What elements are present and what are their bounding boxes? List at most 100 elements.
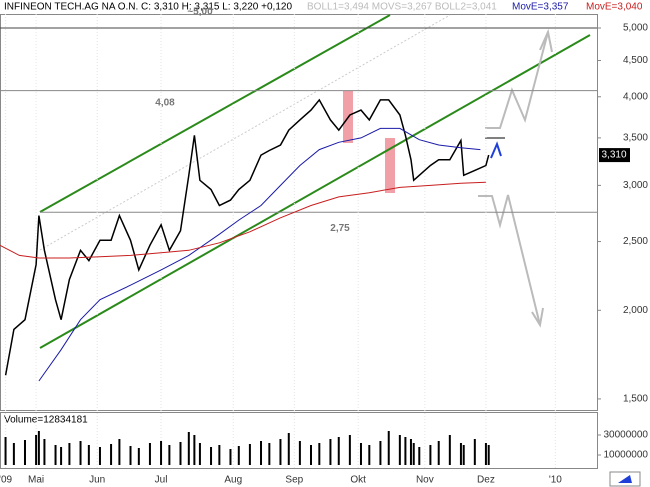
- volume-bar: [187, 432, 190, 465]
- wave-mark: [490, 141, 502, 159]
- volume-bar: [348, 435, 351, 465]
- volume-bar: [118, 439, 121, 465]
- volume-bar: [337, 437, 340, 465]
- volume-bar: [268, 443, 271, 465]
- volume-bar: [487, 445, 490, 465]
- y-tick-label: 30000000: [604, 430, 649, 441]
- volume-bar: [248, 444, 251, 465]
- volume-bar: [60, 447, 63, 465]
- x-tick-label: Jul: [155, 475, 168, 486]
- volume-bar: [404, 437, 407, 465]
- x-tick-label: Jun: [89, 475, 105, 486]
- volume-bar: [37, 431, 40, 465]
- volume-bar: [437, 441, 440, 465]
- volume-bar: [459, 443, 462, 465]
- arrow-head: [531, 307, 544, 328]
- volume-bar: [137, 448, 140, 465]
- x-tick-label: Aug: [224, 475, 242, 486]
- volume-bar: [409, 439, 412, 465]
- volume-bar: [98, 447, 101, 465]
- y-tick-label: 3,500: [623, 133, 648, 144]
- volume-bar: [35, 435, 38, 465]
- volume-bar: [329, 439, 332, 465]
- volume-title: Volume=12834181: [4, 415, 88, 426]
- volume-frame: [0, 412, 598, 469]
- volume-bar: [210, 447, 213, 465]
- x-tick-label: '10: [549, 475, 562, 486]
- x-tick-label: Sep: [285, 475, 303, 486]
- y-tick-label: 4,000: [623, 91, 648, 102]
- volume-bar: [168, 445, 171, 465]
- volume-bar: [298, 441, 301, 465]
- volume-bar: [237, 446, 240, 465]
- indicators: BOLL1=3,494 MOVS=3,267 BOLL2=3,041: [307, 2, 497, 13]
- volume-bar: [4, 437, 7, 465]
- volume-bar: [379, 441, 382, 465]
- chart-title: INFINEON TECH.AG NA O.N. C: 3,310 H: 3,3…: [4, 2, 292, 13]
- level-label: 4,08: [155, 97, 175, 108]
- level-label: ~5,00: [187, 7, 213, 18]
- volume-bar: [218, 445, 221, 465]
- volume-bar: [279, 439, 282, 465]
- volume-bar: [398, 435, 401, 465]
- last-price-box: [599, 148, 630, 163]
- volume-bar: [429, 445, 432, 465]
- channel-lower: [39, 34, 591, 349]
- x-tick-label: '09: [0, 475, 13, 486]
- volume-bar: [229, 449, 232, 465]
- legend-entry: MovE=3,357: [512, 2, 569, 13]
- volume-bar: [68, 443, 71, 465]
- volume-bar: [287, 433, 290, 465]
- volume-bar: [160, 441, 163, 465]
- volume-bar: [23, 440, 26, 465]
- y-tick-label: 5,000: [623, 23, 648, 34]
- level-label: 2,75: [330, 223, 350, 234]
- volume-bar: [129, 446, 132, 465]
- series-line: [38, 127, 481, 382]
- volume-bar: [418, 447, 421, 465]
- volume-bar: [462, 445, 465, 465]
- y-tick-label: 4,500: [623, 55, 648, 66]
- volume-bar: [473, 439, 476, 465]
- x-tick-label: Nov: [416, 475, 434, 486]
- volume-bar: [110, 444, 113, 465]
- arrow-head: [539, 28, 553, 53]
- volume-bar: [148, 443, 151, 465]
- highlight: [385, 138, 395, 193]
- channel-mid: [39, 14, 451, 251]
- volume-bar: [359, 443, 362, 465]
- x-tick-label: Dez: [477, 475, 495, 486]
- y-tick-label: 3,000: [623, 180, 648, 191]
- price-frame: [0, 14, 598, 411]
- series-line: [4, 98, 490, 376]
- volume-bar: [368, 445, 371, 465]
- y-tick-label: 2,500: [623, 236, 648, 247]
- volume-bar: [412, 443, 415, 465]
- volume-bar: [193, 435, 196, 465]
- x-tick-label: Mai: [28, 475, 44, 486]
- series-line: [0, 181, 486, 259]
- volume-bar: [260, 441, 263, 465]
- volume-bar: [179, 442, 182, 465]
- volume-bar: [87, 445, 90, 465]
- volume-bar: [43, 439, 46, 465]
- last-price-label: 3,310: [601, 150, 626, 161]
- channel-upper: [39, 14, 391, 213]
- volume-bar: [484, 443, 487, 465]
- volume-bar: [198, 443, 201, 465]
- legend-entry: MovE=3,040: [586, 2, 643, 13]
- volume-bar: [387, 431, 390, 465]
- volume-bar: [54, 445, 57, 465]
- volume-bar: [448, 435, 451, 465]
- volume-bar: [318, 443, 321, 465]
- scroll-icon[interactable]: [618, 475, 632, 483]
- y-tick-label: 10000000: [604, 450, 649, 461]
- volume-bar: [79, 441, 82, 465]
- volume-bar: [309, 445, 312, 465]
- x-tick-label: Okt: [350, 475, 366, 486]
- y-tick-label: 2,000: [623, 305, 648, 316]
- projection-down: [478, 194, 541, 326]
- y-tick-label: 1,500: [623, 394, 648, 405]
